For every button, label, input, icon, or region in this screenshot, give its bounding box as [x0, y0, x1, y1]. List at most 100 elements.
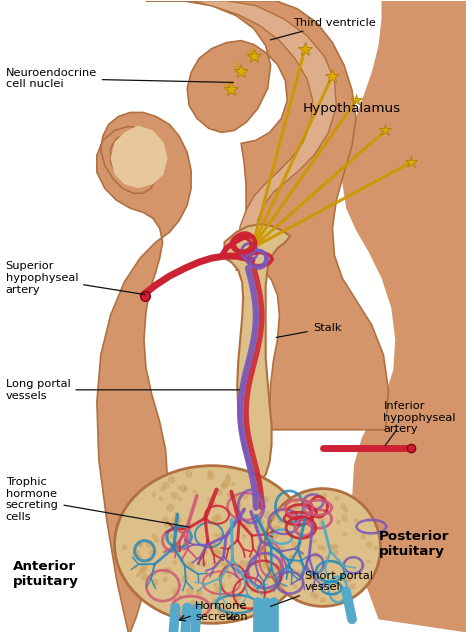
- Circle shape: [186, 587, 194, 595]
- Circle shape: [249, 560, 255, 565]
- Circle shape: [228, 574, 232, 579]
- Circle shape: [211, 598, 219, 605]
- Circle shape: [154, 537, 159, 543]
- Circle shape: [201, 561, 207, 568]
- Circle shape: [139, 568, 143, 572]
- Circle shape: [138, 570, 142, 575]
- Circle shape: [310, 570, 316, 577]
- Circle shape: [189, 564, 195, 570]
- Circle shape: [203, 549, 208, 555]
- Circle shape: [177, 486, 182, 491]
- Text: Neuroendocrine
cell nuclei: Neuroendocrine cell nuclei: [6, 68, 234, 89]
- Circle shape: [277, 584, 283, 590]
- Circle shape: [268, 572, 274, 577]
- Circle shape: [258, 551, 264, 557]
- Circle shape: [275, 506, 282, 513]
- Circle shape: [138, 555, 142, 559]
- Circle shape: [335, 558, 341, 565]
- Circle shape: [166, 504, 174, 511]
- Circle shape: [266, 523, 271, 527]
- Circle shape: [319, 517, 325, 522]
- Circle shape: [217, 533, 224, 541]
- Circle shape: [255, 525, 259, 529]
- Circle shape: [221, 483, 227, 488]
- Circle shape: [226, 570, 230, 573]
- Circle shape: [307, 574, 313, 580]
- Circle shape: [291, 506, 296, 512]
- Circle shape: [257, 518, 264, 526]
- Circle shape: [367, 560, 371, 563]
- Circle shape: [192, 489, 197, 494]
- Circle shape: [266, 573, 271, 578]
- Circle shape: [277, 546, 285, 554]
- Circle shape: [147, 556, 153, 562]
- Circle shape: [219, 559, 224, 565]
- Circle shape: [280, 563, 285, 568]
- Circle shape: [292, 584, 297, 589]
- Circle shape: [280, 527, 283, 531]
- Circle shape: [280, 559, 284, 563]
- Circle shape: [302, 498, 307, 502]
- Circle shape: [319, 521, 324, 527]
- Circle shape: [207, 497, 214, 504]
- Circle shape: [267, 522, 272, 527]
- Circle shape: [272, 573, 277, 579]
- Circle shape: [366, 541, 373, 548]
- Circle shape: [227, 606, 231, 610]
- Circle shape: [261, 542, 267, 549]
- Circle shape: [262, 496, 269, 503]
- Circle shape: [325, 556, 329, 560]
- Circle shape: [254, 560, 260, 567]
- Circle shape: [281, 506, 286, 511]
- Circle shape: [291, 541, 297, 548]
- Circle shape: [366, 518, 371, 523]
- Circle shape: [296, 550, 303, 557]
- Circle shape: [138, 541, 144, 547]
- Circle shape: [244, 573, 249, 578]
- Circle shape: [287, 522, 292, 526]
- Circle shape: [274, 565, 278, 568]
- Circle shape: [190, 600, 196, 606]
- Circle shape: [313, 552, 319, 558]
- Circle shape: [244, 522, 251, 529]
- Circle shape: [271, 512, 277, 518]
- Circle shape: [172, 517, 178, 523]
- Ellipse shape: [115, 466, 309, 624]
- Circle shape: [276, 561, 281, 567]
- Text: Short portal
vessel: Short portal vessel: [270, 570, 373, 606]
- Circle shape: [278, 519, 283, 524]
- Text: Hypothalamus: Hypothalamus: [303, 102, 401, 115]
- Circle shape: [221, 483, 227, 489]
- Circle shape: [195, 610, 203, 618]
- Circle shape: [226, 474, 230, 479]
- Circle shape: [243, 561, 250, 568]
- Circle shape: [239, 560, 245, 566]
- Circle shape: [334, 496, 339, 501]
- Circle shape: [231, 482, 236, 486]
- Circle shape: [210, 591, 215, 596]
- Circle shape: [329, 544, 335, 551]
- Circle shape: [343, 507, 348, 513]
- Circle shape: [296, 570, 302, 577]
- Circle shape: [264, 515, 268, 519]
- Circle shape: [299, 560, 303, 565]
- Circle shape: [229, 544, 233, 548]
- Circle shape: [180, 485, 187, 492]
- Circle shape: [343, 532, 347, 536]
- Circle shape: [272, 532, 278, 539]
- Circle shape: [241, 492, 248, 499]
- Circle shape: [173, 560, 177, 564]
- Text: Third ventricle: Third ventricle: [270, 18, 376, 40]
- Circle shape: [134, 565, 138, 568]
- Circle shape: [217, 551, 225, 558]
- Circle shape: [333, 549, 339, 555]
- Text: Stalk: Stalk: [276, 323, 341, 337]
- Circle shape: [163, 567, 170, 574]
- Circle shape: [159, 496, 163, 501]
- Circle shape: [302, 519, 307, 523]
- Circle shape: [295, 504, 300, 510]
- Circle shape: [294, 499, 299, 504]
- Text: Posterior
pituitary: Posterior pituitary: [379, 530, 449, 558]
- Circle shape: [187, 561, 192, 567]
- Circle shape: [152, 571, 157, 577]
